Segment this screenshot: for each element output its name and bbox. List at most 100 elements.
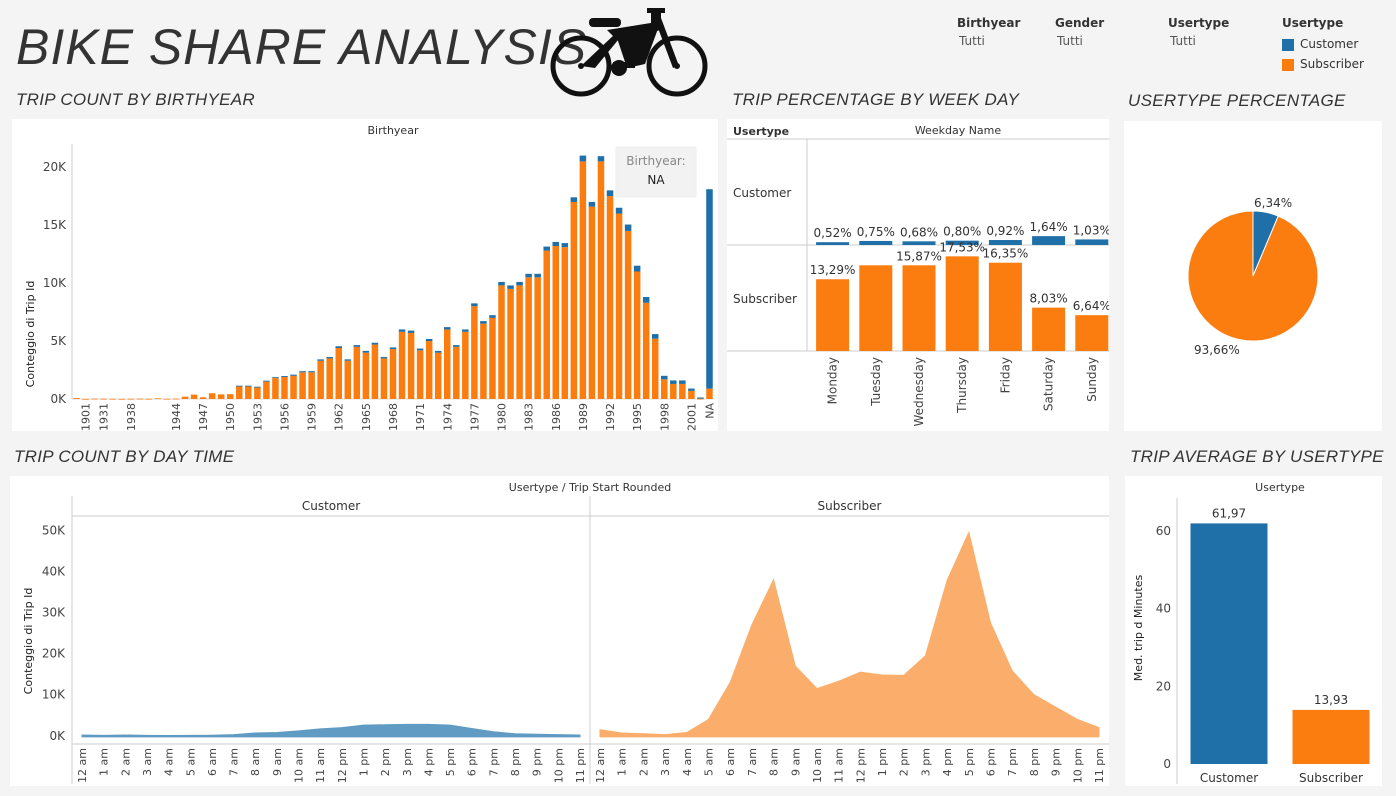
daytime-chart: Usertype / Trip Start Rounded Conteggio d… [22, 481, 1109, 784]
birthyear-y-tick-label: 15K [43, 218, 67, 232]
birthyear-bar-subscriber [172, 398, 180, 400]
birthyear-bar-customer [624, 224, 632, 231]
birthyear-bar-subscriber [335, 348, 343, 399]
birthyear-tooltip-value: NA [647, 173, 665, 187]
birthyear-bar-customer [353, 345, 361, 347]
birthyear-bar-subscriber [272, 378, 279, 399]
birthyear-bar-customer [525, 273, 532, 278]
daytime-x-tick-label: 6 pm [985, 748, 998, 776]
birthyear-bar-customer [588, 201, 596, 207]
daytime-panel: Usertype / Trip Start Rounded Conteggio d… [10, 476, 1109, 786]
legend-item-customer[interactable]: Customer [1282, 34, 1364, 54]
birthyear-x-tick-label: 1965 [360, 403, 373, 431]
daytime-x-tick-label: 5 am [702, 748, 715, 776]
birthyear-bar-subscriber [82, 398, 89, 400]
birthyear-bar-subscriber [226, 394, 234, 399]
birthyear-y-tick-label: 5K [50, 334, 67, 348]
birthyear-bar-customer [308, 371, 315, 373]
pie-label-subscriber: 93,66% [1194, 343, 1240, 357]
legend-item-subscriber[interactable]: Subscriber [1282, 54, 1364, 74]
weekday-bar-subscriber [1032, 307, 1066, 351]
birthyear-bar-subscriber [290, 375, 297, 399]
birthyear-bar-customer [489, 315, 496, 318]
birthyear-bar-subscriber [552, 246, 560, 399]
birthyear-bar-subscriber [706, 388, 713, 399]
weekday-data-label-subscriber: 17,53% [939, 240, 985, 254]
birthyear-bar-customer [317, 359, 324, 361]
daytime-x-tick-label: 11 am [314, 748, 327, 783]
daytime-x-tick-label: 2 pm [379, 748, 392, 776]
daytime-x-tick-label: 10 am [293, 748, 306, 783]
birthyear-bar-customer [670, 380, 677, 384]
avg-x-tick-label-customer: Customer [1200, 771, 1258, 785]
legend-label-customer: Customer [1300, 37, 1359, 51]
legend-title: Usertype [1282, 16, 1344, 30]
avg-y-axis-label: Med. trip d Minutes [1132, 575, 1145, 682]
birthyear-bar-customer [661, 375, 668, 380]
birthyear-bar-customer [543, 246, 550, 251]
weekday-bar-customer [816, 242, 850, 245]
daytime-x-tick-label: 2 am [637, 748, 650, 776]
weekday-panel: Usertype Weekday Name Customer Subscriber 0,… [727, 119, 1111, 431]
avg-data-label-customer: 61,97 [1212, 506, 1246, 520]
birthyear-bar-customer [254, 386, 261, 388]
daytime-y-tick-label: 40K [42, 564, 66, 578]
birthyear-bar-customer [335, 346, 343, 348]
daytime-x-tick-label: 11 pm [574, 748, 587, 783]
daytime-y-tick-label: 20K [42, 647, 66, 661]
avg-y-tick-label: 0 [1163, 757, 1171, 771]
daytime-pane-label-subscriber: Subscriber [818, 499, 882, 513]
birthyear-bar-subscriber [697, 398, 704, 400]
daytime-x-tick-label: 4 am [163, 748, 176, 776]
birthyear-bar-customer [453, 345, 460, 347]
birthyear-bar-subscriber [489, 317, 496, 399]
birthyear-bar-customer [697, 397, 704, 399]
birthyear-bar-customer [389, 347, 397, 350]
weekday-data-label-customer: 1,03% [1073, 223, 1109, 237]
weekday-data-label-subscriber: 8,03% [1030, 292, 1068, 306]
birthyear-bar-subscriber [434, 352, 442, 399]
birthyear-bar-customer [326, 357, 333, 359]
birthyear-x-tick-label: 1980 [496, 403, 509, 431]
birthyear-x-tick-label: NA [703, 403, 716, 419]
birthyear-bar-customer [290, 374, 297, 376]
birthyear-bar-subscriber [73, 398, 80, 399]
birthyear-x-tick-label: 1968 [387, 403, 400, 431]
birthyear-bar-subscriber [661, 379, 668, 399]
weekday-bar-customer [1032, 236, 1066, 245]
weekday-x-tick-label: Wednesday [912, 357, 926, 426]
birthyear-x-tick-label: 1959 [306, 403, 319, 431]
filter-birthyear-value[interactable]: Tutti [959, 34, 985, 48]
weekday-row-header: Usertype [733, 125, 789, 138]
daytime-x-tick-label: 6 pm [466, 748, 479, 776]
daytime-area-subscriber [599, 530, 1100, 738]
birthyear-x-tick-label: 1950 [224, 403, 237, 431]
daytime-y-tick-label: 0K [49, 729, 66, 743]
avg-chart-title: Usertype [1255, 481, 1305, 494]
birthyear-bar-subscriber [380, 358, 388, 399]
daytime-x-tick-label: 7 am [228, 748, 241, 776]
filter-usertype-value[interactable]: Tutti [1170, 34, 1196, 48]
weekday-bar-customer [902, 241, 936, 245]
daytime-x-tick-label: 8 pm [1028, 748, 1041, 776]
birthyear-bar-subscriber [588, 206, 596, 399]
daytime-y-tick-label: 10K [42, 688, 66, 702]
birthyear-bar-customer [443, 327, 451, 330]
avg-bar-customer [1190, 523, 1268, 764]
birthyear-x-tick-label: 1953 [251, 403, 264, 431]
birthyear-bar-subscriber [254, 387, 261, 399]
birthyear-x-tick-label: 1986 [550, 403, 563, 431]
birthyear-bar-subscriber [100, 398, 107, 400]
birthyear-bar-subscriber [136, 398, 144, 400]
birthyear-bar-customer [679, 380, 686, 384]
daytime-x-tick-label: 3 pm [401, 748, 414, 776]
daytime-x-tick-label: 2 am [119, 748, 132, 776]
birthyear-bar-subscriber [154, 398, 162, 400]
section-title-usertype-pct: USERTYPE PERCENTAGE [1128, 91, 1346, 110]
filter-gender-value[interactable]: Tutti [1057, 34, 1083, 48]
daytime-x-tick-label: 9 am [789, 748, 802, 776]
legend-swatch-customer [1282, 38, 1294, 51]
birthyear-x-tick-label: 1971 [414, 403, 427, 431]
usertype-pct-panel: 6,34% 93,66% [1124, 121, 1382, 431]
birthyear-bar-subscriber [670, 383, 677, 399]
